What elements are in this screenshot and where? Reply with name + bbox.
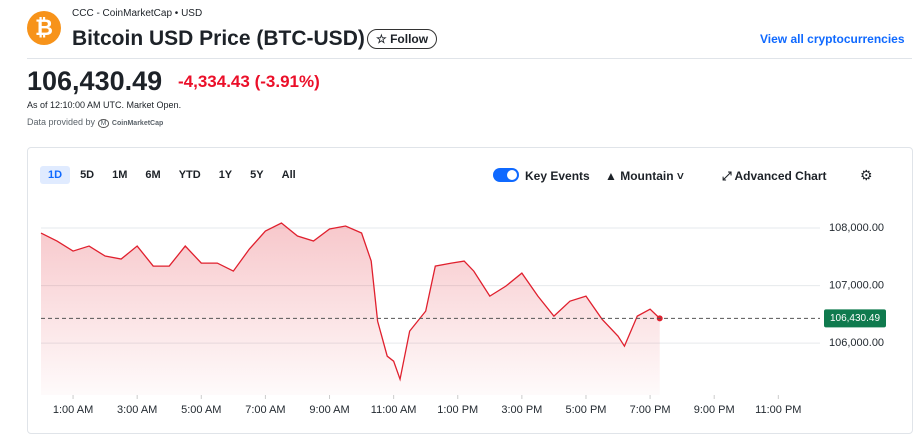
area-fill xyxy=(41,223,660,395)
x-tick-label: 11:00 PM xyxy=(755,404,801,416)
x-tick-label: 7:00 PM xyxy=(630,404,671,416)
range-button[interactable]: All xyxy=(281,169,296,181)
current-price-badge xyxy=(824,309,886,328)
x-tick-label: 9:00 PM xyxy=(694,404,735,416)
range-button[interactable]: 1D xyxy=(40,166,71,184)
follow-text: Follow xyxy=(390,32,429,46)
logo: ₿ xyxy=(27,11,61,45)
price-line xyxy=(40,222,661,382)
x-tick-label: 11:00 AM xyxy=(371,404,417,416)
y-tick-label: 108,000.00 xyxy=(829,222,884,234)
y-tick-label: 107,000.00 xyxy=(829,280,884,292)
range-button[interactable]: 1M xyxy=(112,169,128,181)
chart-card xyxy=(27,147,913,434)
chart-style[interactable]: ▲ Mountain ˅ xyxy=(605,169,684,183)
range-button[interactable]: 5Y xyxy=(250,169,264,181)
key-events-toggle[interactable] xyxy=(493,168,519,182)
provider: CoinMarketCap xyxy=(111,120,164,127)
x-tick-label: 1:00 PM xyxy=(437,404,478,416)
y-tick-label: 106,000.00 xyxy=(829,337,884,349)
change-value: -4,334.43 xyxy=(178,72,250,91)
settings[interactable]: ⚙ xyxy=(860,167,873,183)
x-tick-label: 5:00 PM xyxy=(565,404,606,416)
x-tick-label: 7:00 AM xyxy=(245,404,285,416)
x-tick-label: 3:00 AM xyxy=(117,404,157,416)
key-events[interactable]: Key Events xyxy=(525,169,590,183)
price: 106,430.49 xyxy=(27,66,163,96)
title: Bitcoin USD Price (BTC-USD) xyxy=(72,27,365,50)
provided-by: Data provided by xyxy=(27,117,96,127)
change-percent: (-3.91%) xyxy=(254,72,320,91)
current-price-label: 106,430.49 xyxy=(830,313,880,324)
provided: Data provided by M CoinMarketCap xyxy=(27,117,164,128)
source: CCC - CoinMarketCap • USD xyxy=(72,8,203,19)
range-button[interactable]: 1Y xyxy=(218,169,233,181)
advanced-chart[interactable]: ⤢ Advanced Chart xyxy=(722,169,827,183)
x-tick-label: 3:00 PM xyxy=(501,404,542,416)
range-button[interactable]: YTD xyxy=(178,169,201,181)
range-button[interactable]: 6M xyxy=(145,169,161,181)
x-tick-label: 5:00 AM xyxy=(181,404,221,416)
view-all-link[interactable]: View all cryptocurrencies xyxy=(760,32,905,46)
range-button[interactable]: 5D xyxy=(80,169,95,181)
as-of: As of 12:10:00 AM UTC. Market Open. xyxy=(27,100,182,110)
change: -4,334.43 (-3.91%) xyxy=(178,72,320,92)
range-bar: 1D 5D 1M 6M YTD 1Y 5Y All xyxy=(40,166,306,184)
divider xyxy=(27,58,912,59)
x-tick-label: 9:00 AM xyxy=(309,404,349,416)
follow-button[interactable]: ☆ Follow xyxy=(367,29,438,49)
advanced-text: Advanced Chart xyxy=(734,169,827,183)
x-tick-label: 1:00 AM xyxy=(53,404,93,416)
chart-style-text: Mountain xyxy=(620,169,674,183)
